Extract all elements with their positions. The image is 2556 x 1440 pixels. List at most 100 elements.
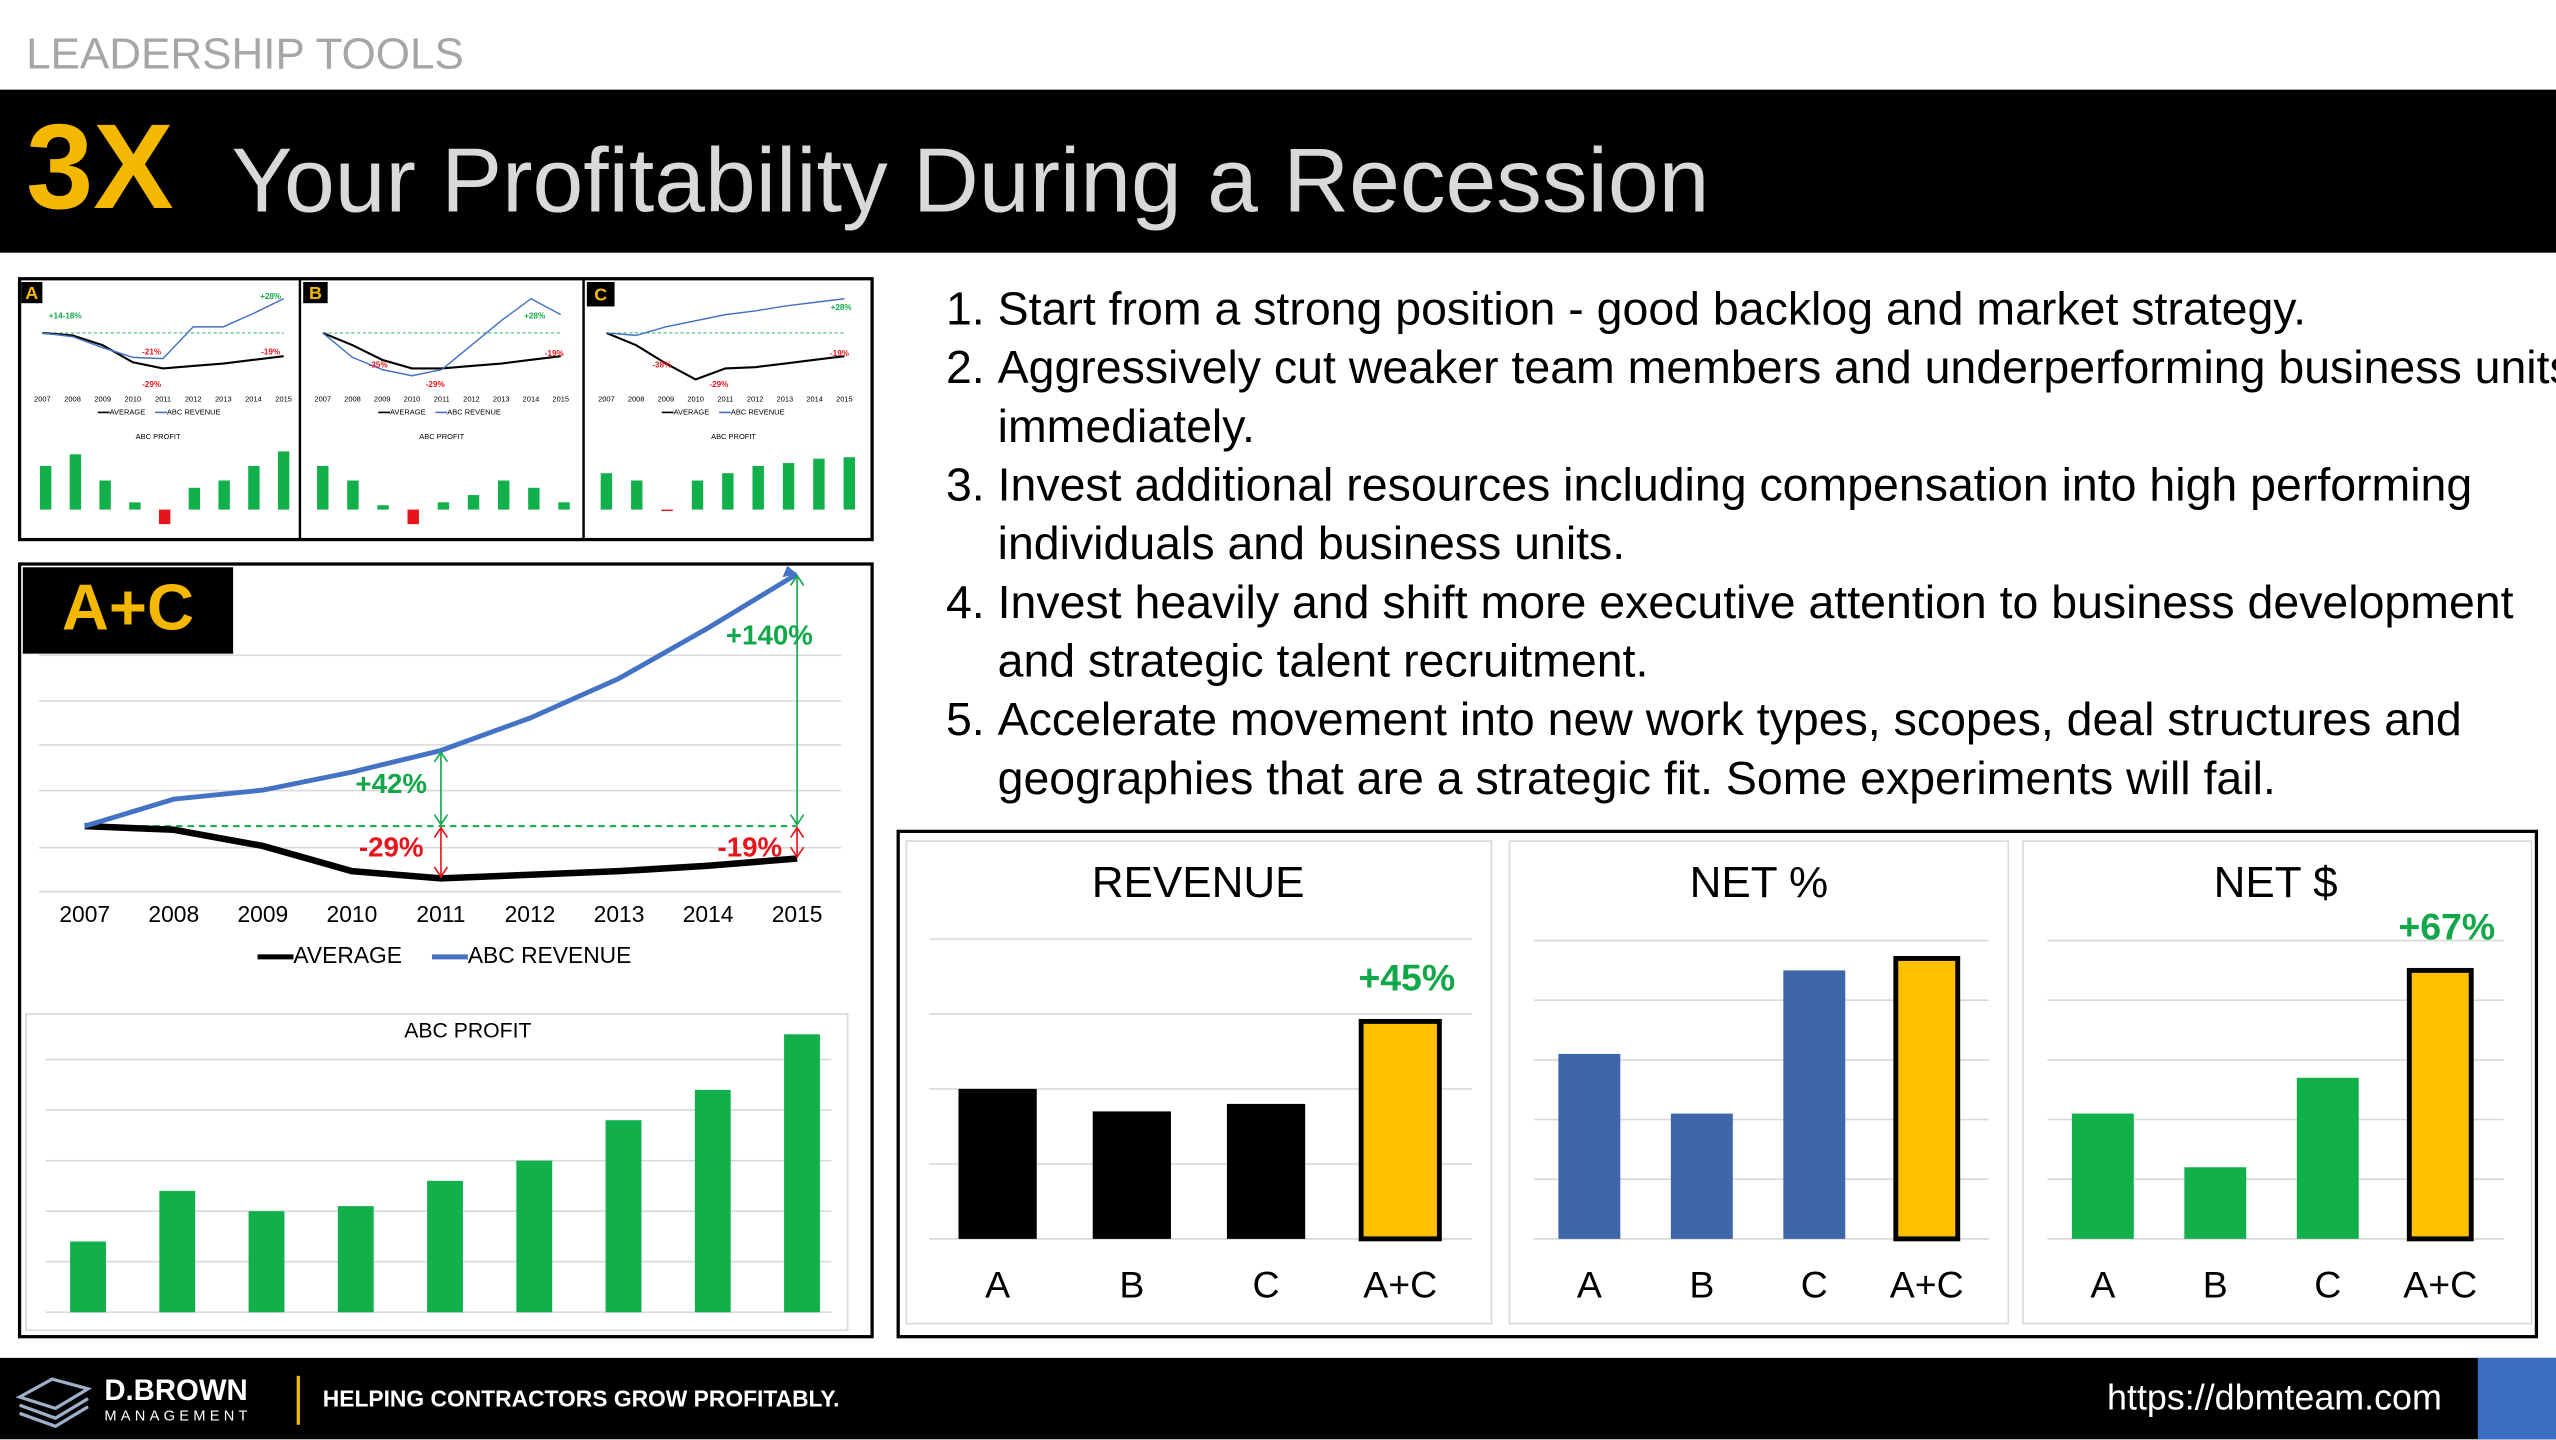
bar <box>813 458 825 510</box>
bar <box>694 1089 731 1313</box>
x-tick-label: 2015 <box>772 901 823 927</box>
bar <box>784 1034 820 1313</box>
x-tick-label: 2008 <box>344 394 361 403</box>
x-tick-label: 2015 <box>836 394 853 403</box>
chart-badge: B <box>309 283 322 303</box>
bar <box>129 502 141 510</box>
x-tick-label: 2011 <box>434 394 450 403</box>
bar <box>69 454 82 510</box>
legend-label: AVERAGE <box>390 407 426 416</box>
title-band <box>0 89 2556 253</box>
bar <box>722 473 734 510</box>
x-tick-label: B <box>2203 1264 2228 1306</box>
badge <box>586 282 615 307</box>
step: Accelerate movement into new work types,… <box>998 691 2556 808</box>
x-tick-label: 2013 <box>594 901 645 927</box>
section-label: LEADERSHIP TOOLS <box>26 30 464 79</box>
legend-label: ABC REVENUE <box>167 407 221 416</box>
comparison-frame <box>896 829 2539 1339</box>
x-tick-label: C <box>2314 1264 2341 1306</box>
bar <box>347 480 359 510</box>
x-tick-label: 2012 <box>463 394 480 403</box>
x-tick-label: 2007 <box>314 394 331 403</box>
x-tick-label: 2014 <box>806 394 823 403</box>
bar <box>516 1160 553 1313</box>
steps-list: Start from a strong position - good back… <box>913 280 2556 808</box>
bar <box>843 457 855 510</box>
bar <box>600 473 613 510</box>
bar <box>661 509 673 512</box>
annotation: -29% <box>359 832 424 863</box>
annotation: -38% <box>652 360 672 369</box>
x-tick-label: 2009 <box>237 901 288 927</box>
footer <box>0 1357 2556 1440</box>
bar <box>1893 956 1961 1242</box>
annotation: +42% <box>355 768 427 799</box>
badge <box>22 567 234 654</box>
x-tick-label: 2011 <box>155 394 171 403</box>
arrow-head <box>789 574 805 826</box>
annotation: +28% <box>260 292 282 301</box>
x-tick-label: A <box>1577 1264 1602 1306</box>
annotation: -29% <box>142 380 162 389</box>
x-tick-label: 2015 <box>275 394 292 403</box>
x-tick-label: A+C <box>1890 1264 1964 1306</box>
x-tick-label: 2015 <box>552 394 569 403</box>
chart-title: NET % <box>1690 858 1829 907</box>
x-tick-label: 2009 <box>374 394 391 403</box>
bar <box>437 502 450 510</box>
series-line <box>84 822 798 882</box>
bar <box>218 480 230 510</box>
bar <box>277 451 290 510</box>
chart-title: ABC PROFIT <box>419 432 464 441</box>
x-tick-label: 2013 <box>493 394 510 403</box>
series-line <box>606 297 845 337</box>
bar <box>958 1088 1037 1239</box>
x-tick-label: 2014 <box>523 394 540 403</box>
annotation: +28% <box>831 303 853 312</box>
bar <box>427 1180 463 1313</box>
chart-title: ABC PROFIT <box>136 432 181 441</box>
x-tick-label: 2014 <box>683 901 734 927</box>
arrow-head <box>789 826 805 859</box>
x-tick-label: 2012 <box>505 901 556 927</box>
bar <box>1670 1113 1733 1239</box>
bar <box>1092 1111 1171 1239</box>
bar <box>2184 1167 2247 1239</box>
annotation: -19% <box>718 832 783 863</box>
panel-frame <box>1508 840 2010 1325</box>
annotation: -19% <box>830 349 850 358</box>
arrow-head <box>433 750 449 826</box>
arrow-head <box>433 826 449 879</box>
thumbnail-frame <box>17 277 874 542</box>
badge <box>303 282 328 304</box>
x-tick-label: 2012 <box>185 394 202 403</box>
x-tick-label: 2010 <box>125 394 142 403</box>
annotation: +14-18% <box>49 311 83 320</box>
bar <box>317 465 329 510</box>
x-tick-label: 2008 <box>628 394 645 403</box>
legend-label: AVERAGE <box>674 407 710 416</box>
bar <box>2406 967 2474 1242</box>
chart-badge: A+C <box>62 570 194 643</box>
x-tick-label: 2011 <box>416 901 465 927</box>
x-tick-label: 2008 <box>64 394 81 403</box>
legend-label: AVERAGE <box>293 942 402 968</box>
bar <box>631 480 643 510</box>
bar <box>782 463 795 510</box>
bar <box>1783 970 1846 1239</box>
x-tick-label: 2014 <box>245 394 262 403</box>
bar <box>70 1241 106 1313</box>
panel-frame <box>2022 840 2533 1325</box>
annotation: +45% <box>1358 957 1455 999</box>
bar <box>188 487 201 510</box>
series-line <box>84 571 799 829</box>
x-tick-label: C <box>1253 1264 1280 1306</box>
series-line <box>42 298 284 360</box>
step: Invest heavily and shift more executive … <box>998 574 2556 691</box>
x-tick-label: C <box>1801 1264 1828 1306</box>
bar <box>497 480 510 510</box>
legend-label: AVERAGE <box>110 407 146 416</box>
